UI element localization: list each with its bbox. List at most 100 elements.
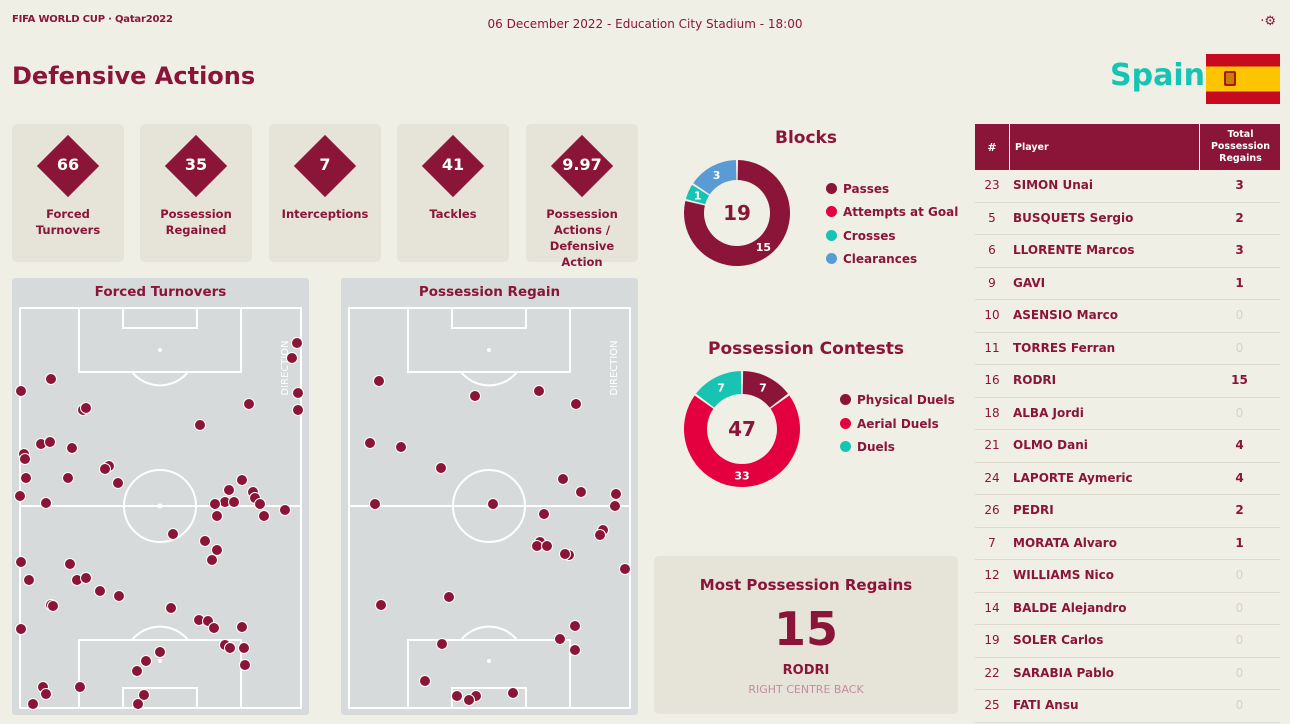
event-dot xyxy=(575,486,587,498)
donut-segment-label: 7 xyxy=(759,381,767,394)
event-dot xyxy=(541,540,553,552)
donut-segment xyxy=(742,371,788,408)
direction-label: DIRECTION xyxy=(609,340,620,395)
match-info: 06 December 2022 - Education City Stadiu… xyxy=(487,17,803,31)
donut-segment-label: 3 xyxy=(713,169,721,182)
player-number: 9 xyxy=(988,275,996,290)
event-dot xyxy=(443,591,455,603)
player-number: 14 xyxy=(984,600,1000,615)
stat-card-possession-regained: 35 Possession Regained xyxy=(140,124,252,262)
event-dot xyxy=(609,500,621,512)
player-total: 0 xyxy=(1235,698,1244,712)
player-total: 0 xyxy=(1235,665,1244,680)
player-number: 22 xyxy=(984,665,1000,680)
stat-value: 41 xyxy=(441,155,465,174)
event-dot xyxy=(594,529,606,541)
player-total: 0 xyxy=(1235,633,1244,647)
event-dot xyxy=(208,622,220,634)
stat-value: 66 xyxy=(56,155,80,174)
stat-value: 7 xyxy=(319,155,331,174)
event-dot xyxy=(138,689,150,701)
player-name: BUSQUETS Sergio xyxy=(1013,210,1134,225)
event-dot xyxy=(292,387,304,399)
spain-flag-icon xyxy=(1206,54,1280,104)
player-number: 6 xyxy=(988,243,996,257)
donut-segment xyxy=(684,160,790,266)
player-name: RODRI xyxy=(1013,373,1057,387)
player-total: 0 xyxy=(1235,340,1244,355)
player-name: SOLER Carlos xyxy=(1013,633,1104,647)
player-number: 12 xyxy=(984,568,1000,582)
event-dot xyxy=(62,472,74,484)
pitch-title: Possession Regain xyxy=(418,284,561,300)
event-dot xyxy=(19,453,31,465)
player-number: 25 xyxy=(984,698,1000,712)
table-row: 25 FATI Ansu 0 xyxy=(975,690,1280,723)
event-dot xyxy=(224,642,236,654)
legend-dot xyxy=(826,183,837,194)
player-number: 19 xyxy=(984,633,1000,647)
player-number: 21 xyxy=(984,438,1000,452)
event-dot xyxy=(140,655,152,667)
table-row: 14 BALDE Alejandro 0 xyxy=(975,593,1280,625)
event-dot xyxy=(619,563,631,575)
player-number: 7 xyxy=(988,535,996,550)
donut-segment xyxy=(696,371,742,408)
player-name: OLMO Dani xyxy=(1013,438,1088,452)
event-dot xyxy=(435,462,447,474)
forced-turnovers-pitch: DIRECTION Forced Turnovers xyxy=(12,278,309,715)
player-name: WILLIAMS Nico xyxy=(1013,568,1115,582)
event-dot xyxy=(292,404,304,416)
event-dot xyxy=(74,681,86,693)
event-dot xyxy=(538,508,550,520)
player-total: 3 xyxy=(1235,178,1244,192)
gear-icon[interactable]: ·⚙ xyxy=(1260,14,1276,29)
player-name: MORATA Alvaro xyxy=(1013,535,1117,550)
stat-card-possession-actions-per-defensive-action: 9.97 Possession Actions / Defensive Acti… xyxy=(526,124,638,269)
donut-segment-label: 15 xyxy=(756,241,771,254)
donut-segment xyxy=(684,395,800,487)
event-dot xyxy=(165,602,177,614)
event-dot xyxy=(44,436,56,448)
event-dot xyxy=(436,638,448,650)
player-total: 1 xyxy=(1235,535,1244,550)
player-number: 10 xyxy=(984,308,1000,322)
event-dot xyxy=(507,687,519,699)
event-dot xyxy=(40,688,52,700)
event-dot xyxy=(254,498,266,510)
blocks-title: Blocks xyxy=(775,128,837,148)
event-dot xyxy=(375,599,387,611)
legend-aerial-duels: Aerial Duels xyxy=(840,417,939,431)
event-dot xyxy=(395,441,407,453)
player-name: ASENSIO Marco xyxy=(1013,308,1118,322)
possession-contests-title: Possession Contests xyxy=(708,339,904,359)
event-dot xyxy=(154,646,166,658)
stat-card-interceptions: 7 Interceptions xyxy=(269,124,381,262)
legend-dot xyxy=(826,206,837,217)
stat-label: Possession Regained xyxy=(160,207,232,237)
event-dot xyxy=(15,556,27,568)
player-total: 0 xyxy=(1235,600,1244,615)
player-total: 3 xyxy=(1235,243,1244,257)
table-row: 23 SIMON Unai 3 xyxy=(975,170,1280,203)
pitch-title: Forced Turnovers xyxy=(94,284,227,300)
event-dot xyxy=(364,437,376,449)
donut-segment xyxy=(685,184,710,205)
player-total: 15 xyxy=(1231,373,1248,387)
stat-label: Tackles xyxy=(429,207,477,221)
event-dot xyxy=(40,497,52,509)
event-dot xyxy=(487,498,499,510)
player-name: SARABIA Pablo xyxy=(1013,665,1115,680)
page-title: Defensive Actions xyxy=(12,62,256,90)
player-name: PEDRI xyxy=(1013,503,1054,517)
event-dot xyxy=(554,633,566,645)
table-row: 16 RODRI 15 xyxy=(975,365,1280,398)
player-name: FATI Ansu xyxy=(1013,698,1079,712)
event-dot xyxy=(80,572,92,584)
event-dot xyxy=(15,385,27,397)
event-dot xyxy=(419,675,431,687)
event-dot xyxy=(14,490,26,502)
header-total: Total Possession Regains xyxy=(1199,124,1281,170)
player-name: TORRES Ferran xyxy=(1013,340,1116,355)
table-row: 6 LLORENTE Marcos 3 xyxy=(975,235,1280,268)
